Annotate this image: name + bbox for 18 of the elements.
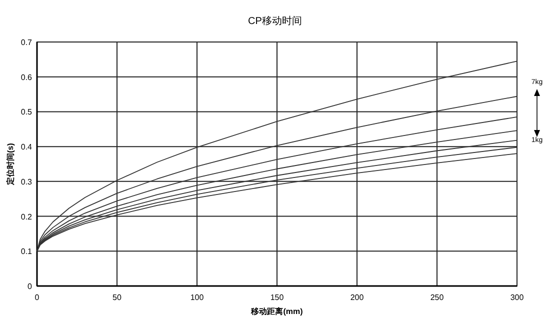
y-tick-label: 0.1: [20, 247, 33, 256]
y-tick-label: 0.3: [20, 177, 33, 186]
x-tick-label: 300: [510, 293, 524, 302]
y-tick-label: 0.7: [20, 38, 33, 47]
x-tick-label: 200: [350, 293, 364, 302]
y-axis-title: 定位时间(s): [5, 142, 15, 186]
x-tick-label: 0: [34, 293, 40, 302]
x-tick-label: 150: [270, 293, 284, 302]
x-tick-label: 250: [430, 293, 444, 302]
y-tick-label: 0.5: [20, 108, 33, 117]
y-tick-label: 0: [28, 282, 33, 291]
x-tick-label: 100: [190, 293, 204, 302]
y-tick-label: 0.2: [20, 212, 33, 222]
x-tick-label: 50: [112, 293, 122, 302]
x-axis-title: 移动距离(mm): [250, 306, 304, 316]
y-tick-label: 0.6: [20, 72, 33, 82]
y-tick-label: 0.4: [20, 142, 33, 152]
chart-title: CP移动时间: [248, 15, 302, 27]
